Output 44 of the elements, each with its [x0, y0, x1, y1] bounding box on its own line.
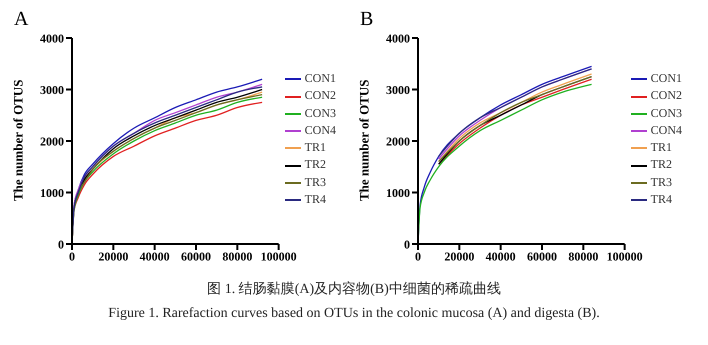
y-tick-label: 2000: [40, 134, 64, 148]
legend-label: CON4: [304, 122, 336, 137]
legend-label: TR3: [650, 174, 672, 188]
y-tick-label: 4000: [40, 31, 64, 46]
x-tick-label: 40000: [486, 250, 516, 264]
y-tick-label: 1000: [40, 186, 64, 200]
x-tick-label: 80000: [222, 250, 252, 264]
legend-label: TR2: [650, 157, 672, 172]
legend-label: CON2: [650, 88, 682, 102]
caption: Figure 1. Rarefaction curves based on OTUs in the colonic mucosa (A) and digesta (B).: [107, 306, 601, 322]
y-tick-label: 2000: [386, 134, 410, 148]
y-tick-label: 3000: [386, 82, 410, 97]
x-tick-label: 20000: [444, 250, 474, 264]
legend-label: CON3: [304, 106, 336, 120]
legend-label: TR1: [650, 140, 672, 154]
y-tick-label: 1000: [386, 186, 410, 200]
legend-label: TR4: [650, 192, 672, 206]
legend-label: CON3: [650, 106, 682, 120]
x-tick-label: 100000: [606, 250, 643, 264]
x-tick-label: 20000: [98, 250, 128, 264]
y-tick-label: 0: [404, 237, 410, 252]
y-axis-title: The number of OTUS: [356, 80, 372, 201]
y-tick-label: 3000: [40, 82, 64, 97]
legend-label: CON2: [304, 88, 336, 102]
legend-label: TR3: [304, 174, 326, 188]
chart-title: B: [360, 8, 374, 31]
x-tick-label: 0: [69, 250, 75, 264]
y-axis-title: The number of OTUS: [10, 80, 26, 201]
x-tick-label: 0: [415, 250, 421, 264]
x-tick-label: 60000: [526, 250, 557, 264]
chart-title: A: [14, 8, 28, 31]
legend-label: CON1: [650, 71, 682, 85]
legend-label: TR1: [304, 140, 326, 154]
x-tick-label: 40000: [140, 250, 170, 264]
x-tick-label: 60000: [180, 250, 211, 264]
caption: 图 1. 结肠黏膜(A)及内容物(B)中细菌的稀疏曲线: [206, 280, 502, 298]
legend-label: TR2: [304, 157, 326, 172]
legend-label: CON4: [650, 122, 682, 137]
legend-label: TR4: [304, 192, 326, 206]
legend-label: CON1: [304, 71, 336, 85]
x-tick-label: 100000: [260, 250, 297, 264]
y-tick-label: 0: [58, 237, 64, 252]
y-tick-label: 4000: [386, 31, 410, 46]
x-tick-label: 80000: [568, 250, 598, 264]
